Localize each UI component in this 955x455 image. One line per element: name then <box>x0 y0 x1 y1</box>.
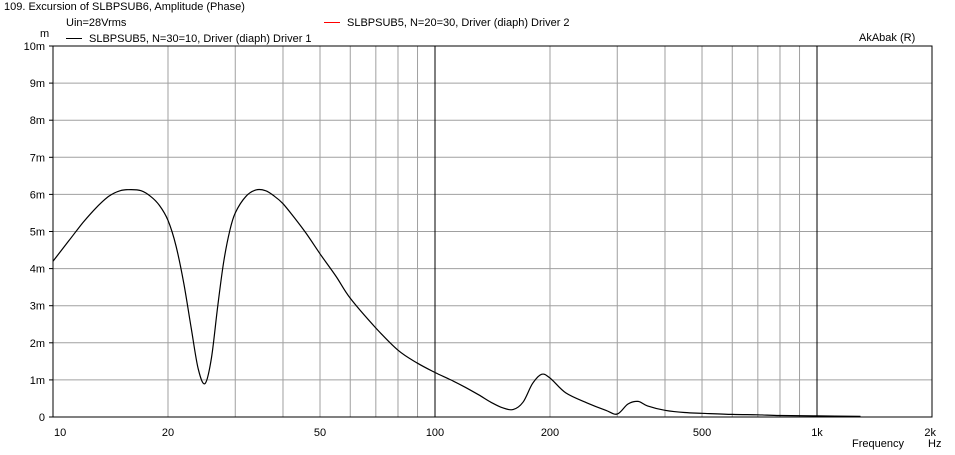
y-tick-label: 8m <box>30 115 45 127</box>
series-layer <box>52 188 861 417</box>
chart-title: 109. Excursion of SLBPSUB6, Amplitude (P… <box>4 1 245 13</box>
y-tick-label: 6m <box>30 189 45 201</box>
x-axis-label: Frequency <box>852 438 904 450</box>
legend-swatch-driver-2 <box>324 22 340 23</box>
y-tick-label: 3m <box>30 301 45 313</box>
x-tick-label: 100 <box>426 427 444 439</box>
y-tick-label: 7m <box>30 152 45 164</box>
y-tick-label: 0 <box>39 412 45 424</box>
input-voltage-annotation: Uin=28Vrms <box>66 17 127 29</box>
x-tick-label: 20 <box>162 427 174 439</box>
y-tick-label: 2m <box>30 338 45 350</box>
x-tick-label: 2k <box>924 427 936 439</box>
y-tick-label: 10m <box>24 41 45 53</box>
y-tick-label: 4m <box>30 264 45 276</box>
y-tick-label: 9m <box>30 78 45 90</box>
x-tick-label: 50 <box>314 427 326 439</box>
series-line-driver-1 <box>52 188 861 417</box>
x-tick-label: 10 <box>54 427 66 439</box>
legend-label-driver-2: SLBPSUB5, N=20=30, Driver (diaph) Driver… <box>347 17 570 29</box>
x-tick-labels: 10 20 50 100 200 500 1k 2k <box>54 427 936 439</box>
software-annotation: AkAbak (R) <box>859 32 916 44</box>
minor-grid <box>53 45 933 418</box>
x-tick-label: 1k <box>811 427 823 439</box>
x-unit-label: Hz <box>928 438 941 450</box>
y-unit-label: m <box>40 28 50 40</box>
y-tick-label: 1m <box>30 375 45 387</box>
legend-label-driver-1: SLBPSUB5, N=30=10, Driver (diaph) Driver… <box>89 33 312 45</box>
y-tick-label: 5m <box>30 227 45 239</box>
x-tick-label: 200 <box>541 427 559 439</box>
y-tick-labels: 0 1m 2m 3m 4m 5m 6m 7m 8m 9m 10m <box>24 41 53 424</box>
x-tick-label: 500 <box>693 427 711 439</box>
legend-swatch-driver-1 <box>66 38 82 39</box>
